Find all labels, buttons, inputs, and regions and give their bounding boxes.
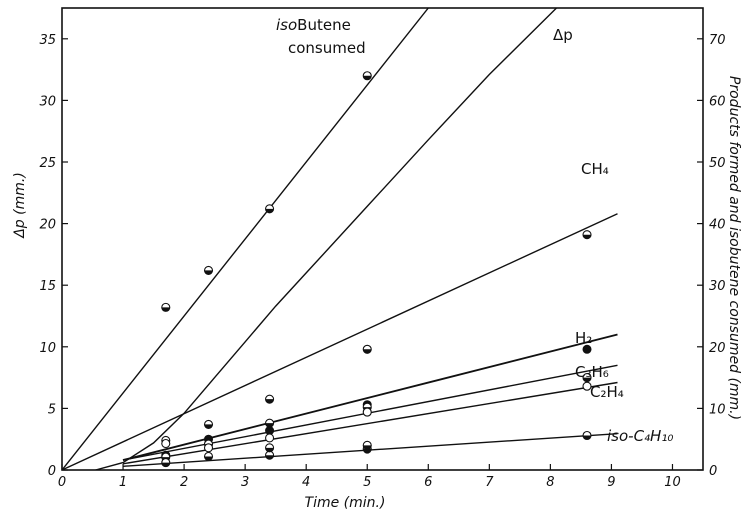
y-left-tick-label: 20 <box>39 218 56 233</box>
x-tick-label: 7 <box>485 475 494 490</box>
x-tick-label: 3 <box>241 475 249 490</box>
data-point-isoc4h10 <box>265 450 275 460</box>
data-point-ch4 <box>582 230 592 240</box>
data-point-c2h4 <box>362 407 372 417</box>
plot-frame <box>61 7 704 471</box>
data-point-ch4 <box>362 344 372 354</box>
x-tick-label: 5 <box>363 475 371 490</box>
y-right-axis-ticks: 0 10 20 30 40 50 60 70 <box>697 33 726 479</box>
y-left-tick-label: 0 <box>48 464 56 479</box>
series-label-isobutene: isoButene <box>276 16 351 34</box>
data-point-isoc4h10 <box>203 451 214 461</box>
data-point-c2h4 <box>161 438 171 449</box>
series-line-ch4 <box>62 213 618 470</box>
y-left-tick-label: 25 <box>39 156 56 171</box>
y-right-tick-label: 50 <box>709 156 726 171</box>
data-point-c3h6 <box>582 373 592 383</box>
series-line-dp <box>95 8 557 470</box>
y-left-tick-label: 15 <box>39 279 56 294</box>
chart-curves <box>62 8 618 470</box>
y-left-tick-label: 5 <box>48 402 56 417</box>
data-point-isobutene <box>362 71 372 81</box>
y-left-tick-label: 30 <box>39 94 56 109</box>
x-tick-label: 4 <box>302 475 310 490</box>
y-right-tick-label: 60 <box>709 94 726 109</box>
y-left-axis-label: Δp (mm.) <box>12 172 28 239</box>
x-tick-label: 2 <box>180 475 188 490</box>
y-right-tick-label: 70 <box>709 33 726 48</box>
series-label-c2h4: C₂H₄ <box>590 383 624 401</box>
y-left-tick-label: 10 <box>39 341 56 356</box>
series-label-isobutene-prefix: iso <box>276 16 297 34</box>
x-tick-label: 8 <box>546 475 554 490</box>
y-left-axis-ticks: 0 5 10 15 20 25 30 35 <box>39 33 68 479</box>
chart-points <box>161 71 592 468</box>
data-point-isobutene <box>161 302 171 312</box>
series-label-ch4: CH₄ <box>581 160 609 178</box>
series-label-isobutene-line2: consumed <box>288 39 366 57</box>
series-label-isobutene-main: Butene <box>297 16 351 34</box>
y-right-tick-label: 30 <box>709 279 726 294</box>
y-right-tick-label: 10 <box>709 402 726 417</box>
y-right-tick-label: 20 <box>709 341 726 356</box>
x-axis-ticks: 0 1 2 3 4 5 6 7 8 9 10 <box>58 464 681 490</box>
data-point-h2 <box>265 426 275 436</box>
data-point-ch4 <box>203 419 214 429</box>
y-right-axis-label: Products formed and isobutene consumed (… <box>726 76 742 420</box>
y-left-tick-label: 35 <box>39 33 56 48</box>
x-tick-label: 1 <box>119 475 127 490</box>
data-point-isoc4h10 <box>161 458 171 468</box>
data-point-c2h4 <box>582 381 592 391</box>
data-point-c2h4 <box>265 433 275 443</box>
data-point-isoc4h10 <box>362 440 372 450</box>
y-right-tick-label: 0 <box>709 464 717 479</box>
data-point-isoc4h10 <box>582 430 592 441</box>
data-point-ch4 <box>265 394 275 404</box>
x-tick-label: 6 <box>424 475 432 490</box>
x-tick-label: 0 <box>58 475 66 490</box>
x-axis-label: Time (min.) <box>305 495 386 511</box>
data-point-h2 <box>582 344 592 354</box>
series-label-c3h6: C₃H₆ <box>575 363 609 381</box>
data-point-isobutene <box>265 204 275 214</box>
series-label-dp: Δp <box>553 26 573 44</box>
y-right-tick-label: 40 <box>709 218 726 233</box>
x-tick-label: 9 <box>607 475 615 490</box>
data-point-isoc4h10 <box>265 443 275 453</box>
data-point-c2h4 <box>203 443 214 453</box>
x-tick-label: 10 <box>664 475 681 490</box>
series-line-isobutene <box>62 8 429 470</box>
data-point-isobutene <box>203 265 214 275</box>
series-label-iso-c4h10: iso-C₄H₁₀ <box>607 427 673 445</box>
series-label-h2: H₂ <box>575 329 592 347</box>
data-point-c3h6 <box>265 418 275 428</box>
